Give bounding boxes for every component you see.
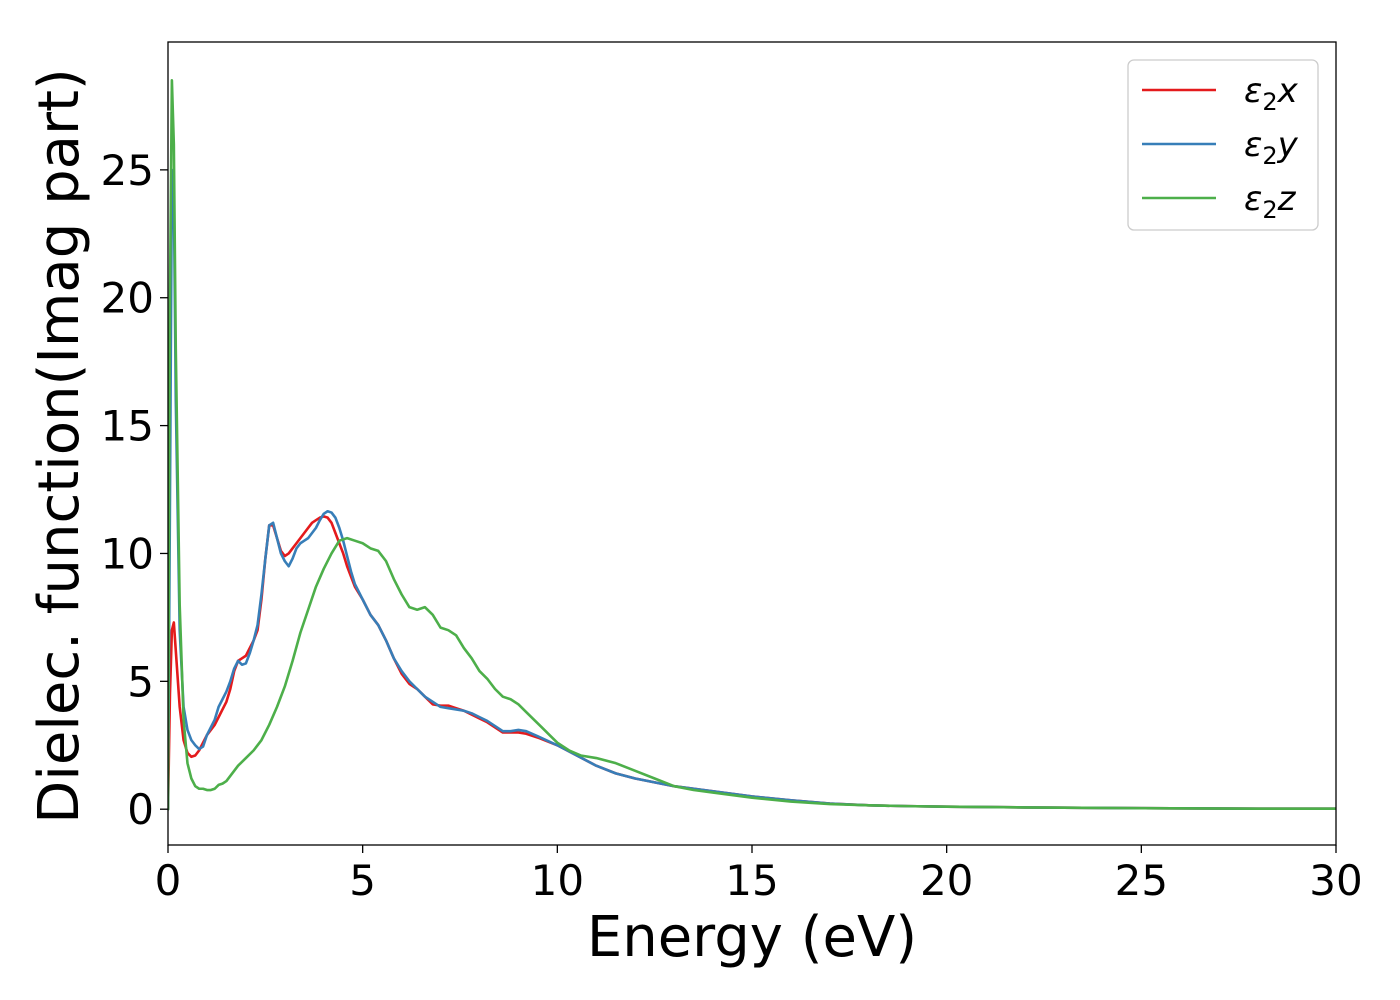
legend: ε2x ε2y ε2z: [1127, 59, 1319, 231]
x-tick-label: 20: [920, 856, 973, 905]
legend-label-x: ε2x: [1244, 71, 1299, 116]
legend-label-y: ε2y: [1244, 125, 1299, 170]
y-axis-label: Dielec. function(Imag part): [27, 68, 92, 824]
y-tick-label: 15: [101, 402, 154, 451]
x-tick-label: 25: [1115, 856, 1168, 905]
series-line-x: [168, 515, 1336, 811]
y-tick-label: 0: [127, 785, 154, 834]
legend-items: ε2x ε2y ε2z: [1142, 71, 1299, 224]
x-tick-label: 5: [349, 856, 376, 905]
series-line-y: [168, 168, 1336, 811]
x-axis-label: Energy (eV): [587, 905, 917, 970]
legend-box: [1127, 59, 1319, 231]
legend-label-z: ε2z: [1244, 179, 1297, 224]
x-axis-ticks: 0 5 10 15 20 25 30: [155, 845, 1363, 905]
x-tick-label: 30: [1309, 856, 1362, 905]
x-tick-label: 10: [531, 856, 584, 905]
y-tick-label: 10: [101, 529, 154, 578]
y-axis-ticks: 0 5 10 15 20 25: [101, 146, 168, 834]
y-tick-label: 5: [127, 657, 154, 706]
x-tick-label: 0: [155, 856, 182, 905]
y-tick-label: 20: [101, 274, 154, 323]
x-tick-label: 15: [725, 856, 778, 905]
series-layer: [168, 79, 1336, 811]
y-tick-label: 25: [101, 146, 154, 195]
series-line-z: [168, 79, 1336, 811]
